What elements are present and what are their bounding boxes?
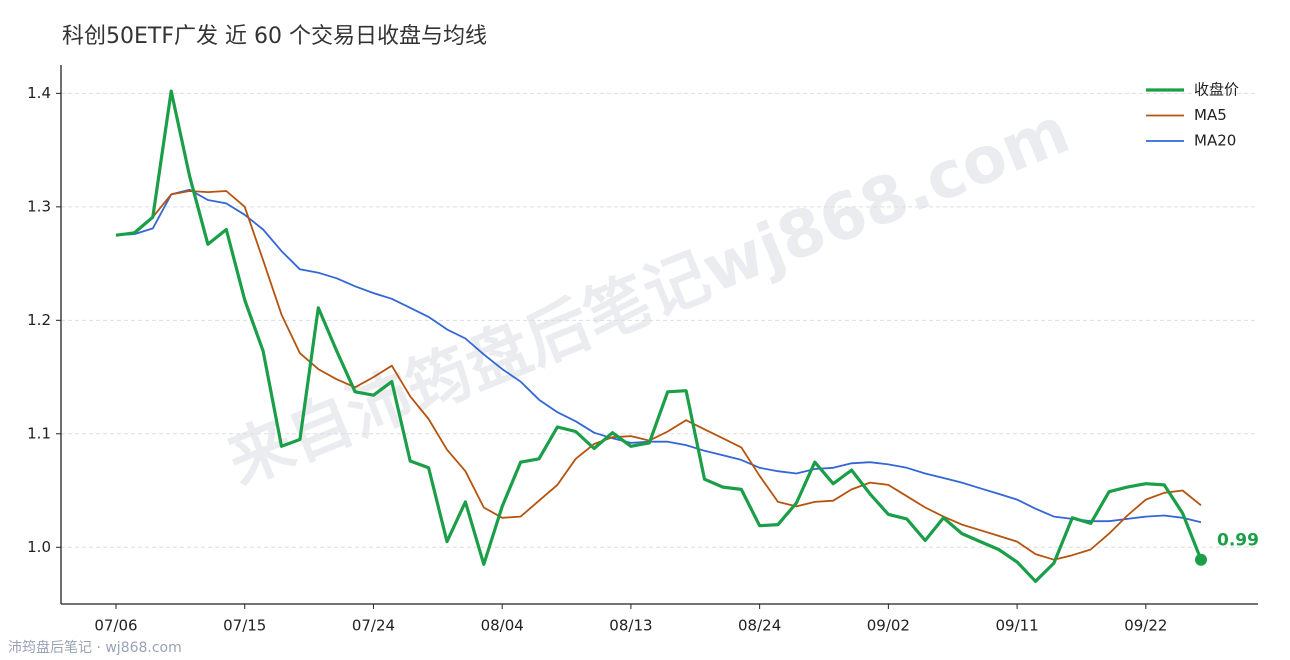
series-line — [115, 89, 1203, 583]
y-tick-label: 1.0 — [27, 538, 51, 556]
end-label: 0.99 — [1217, 531, 1259, 551]
x-tick-label: 08/04 — [481, 617, 524, 635]
x-tick-label: 09/11 — [995, 617, 1038, 635]
legend-label: 收盘价 — [1194, 81, 1239, 99]
x-tick-label: 07/24 — [352, 617, 395, 635]
series-line — [115, 190, 1202, 561]
y-tick-label: 1.3 — [27, 197, 51, 215]
footer: 沛筠盘后笔记 · wj868.com — [8, 639, 182, 656]
watermark: 来自沛筠盘后笔记wj868.com — [218, 94, 1080, 500]
y-tick-label: 1.2 — [27, 311, 51, 329]
x-tick-label: 08/13 — [609, 617, 652, 635]
legend-label: MA20 — [1194, 132, 1236, 150]
x-tick-label: 09/02 — [867, 617, 910, 635]
series-line — [115, 188, 1202, 524]
x-tick-label: 07/06 — [94, 617, 137, 635]
x-tick-label: 09/22 — [1124, 617, 1167, 635]
y-tick-label: 1.1 — [27, 424, 51, 442]
legend-label: MA5 — [1194, 106, 1227, 124]
x-tick-label: 07/15 — [223, 617, 266, 635]
end-point — [1195, 553, 1207, 566]
y-tick-label: 1.4 — [27, 84, 51, 102]
x-tick-label: 08/24 — [738, 617, 781, 635]
chart-title: 科创50ETF广发 近 60 个交易日收盘与均线 — [62, 24, 487, 49]
